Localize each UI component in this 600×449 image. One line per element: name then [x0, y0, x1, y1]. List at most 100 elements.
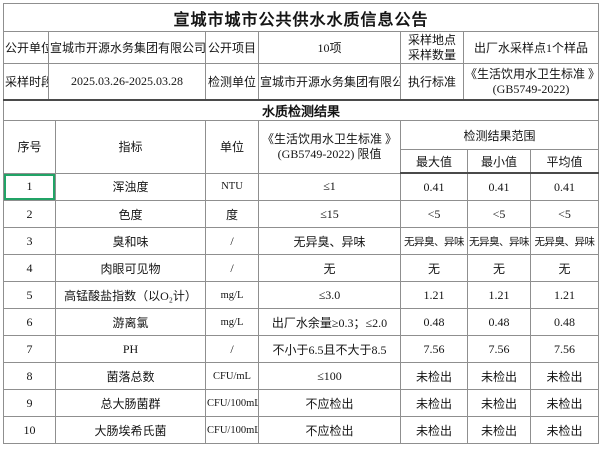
cell-max[interactable]: 7.56: [400, 335, 468, 363]
cell-sampling-period-value[interactable]: 2025.03.26-2025.03.28: [48, 63, 206, 101]
cell-unit[interactable]: CFU/100mL: [205, 389, 259, 417]
cell-min[interactable]: 0.41: [467, 172, 531, 201]
cell-sampling-point-value[interactable]: 出厂水采样点1个样品: [462, 31, 600, 64]
cell-sampling-point-label[interactable]: 采样地点 采样数量: [400, 31, 464, 64]
cell-standard-value[interactable]: 《生活饮用水卫生标准 》 (GB5749-2022): [462, 63, 600, 101]
cell-no[interactable]: 4: [3, 254, 56, 282]
cell-unit[interactable]: 度: [205, 200, 259, 228]
cell-open-item-label[interactable]: 公开项目: [205, 31, 259, 64]
cell-max[interactable]: 未检出: [400, 362, 468, 390]
cell-min[interactable]: 未检出: [467, 416, 531, 444]
info-row-1: 公开单位 宣城市开源水务集团有限公司 公开项目 10项 采样地点 采样数量 出厂…: [3, 31, 600, 64]
result-row: 7 PH / 不小于6.5且不大于8.5 7.56 7.56 7.56: [3, 335, 600, 363]
cell-no[interactable]: 5: [3, 281, 56, 309]
header-avg[interactable]: 平均值: [529, 149, 600, 174]
cell-min[interactable]: 未检出: [467, 389, 531, 417]
cell-avg[interactable]: 无: [529, 254, 600, 282]
cell-indicator[interactable]: 浑浊度: [55, 172, 206, 201]
cell-standard-label[interactable]: 执行标准: [400, 63, 464, 101]
cell-avg[interactable]: 0.41: [529, 172, 600, 201]
cell-limit[interactable]: 无异臭、异味: [258, 227, 401, 255]
cell-limit[interactable]: 不应检出: [258, 416, 401, 444]
header-indicator[interactable]: 指标: [55, 120, 206, 174]
cell-indicator[interactable]: 肉眼可见物: [55, 254, 206, 282]
result-row: 4 肉眼可见物 / 无 无 无 无: [3, 254, 600, 282]
cell-indicator[interactable]: 总大肠菌群: [55, 389, 206, 417]
cell-no[interactable]: 6: [3, 308, 56, 336]
cell-max[interactable]: 未检出: [400, 389, 468, 417]
selected-cell[interactable]: 1: [3, 172, 56, 201]
result-row: 8 菌落总数 CFU/mL ≤100 未检出 未检出 未检出: [3, 362, 600, 390]
cell-indicator[interactable]: 游离氯: [55, 308, 206, 336]
cell-unit[interactable]: mg/L: [205, 308, 259, 336]
cell-no[interactable]: 8: [3, 362, 56, 390]
cell-avg[interactable]: 未检出: [529, 389, 600, 417]
cell-unit[interactable]: /: [205, 227, 259, 255]
cell-avg[interactable]: 无异臭、异味: [529, 227, 600, 255]
cell-unit[interactable]: /: [205, 335, 259, 363]
cell-avg[interactable]: 0.48: [529, 308, 600, 336]
cell-limit[interactable]: 出厂水余量≥0.3；≤2.0: [258, 308, 401, 336]
header-max[interactable]: 最大值: [400, 149, 468, 174]
cell-limit[interactable]: ≤1: [258, 172, 401, 201]
cell-min[interactable]: 无异臭、异味: [467, 227, 531, 255]
section-title[interactable]: 水质检测结果: [2, 99, 600, 121]
cell-min[interactable]: <5: [467, 200, 531, 228]
cell-max[interactable]: 0.41: [400, 172, 468, 201]
cell-limit[interactable]: 无: [258, 254, 401, 282]
cell-indicator[interactable]: 大肠埃希氏菌: [55, 416, 206, 444]
cell-no[interactable]: 3: [3, 227, 56, 255]
cell-max[interactable]: 无: [400, 254, 468, 282]
cell-testing-unit-label[interactable]: 检测单位: [205, 63, 259, 101]
cell-no[interactable]: 2: [3, 200, 56, 228]
cell-indicator[interactable]: PH: [55, 335, 206, 363]
cell-max[interactable]: 1.21: [400, 281, 468, 309]
cell-indicator[interactable]: 臭和味: [55, 227, 206, 255]
cell-max[interactable]: 0.48: [400, 308, 468, 336]
cell-avg[interactable]: 未检出: [529, 416, 600, 444]
cell-indicator[interactable]: 色度: [55, 200, 206, 228]
cell-limit[interactable]: ≤15: [258, 200, 401, 228]
info-table: 宣城市城市公共供水水质信息公告 公开单位 宣城市开源水务集团有限公司 公开项目 …: [2, 3, 600, 121]
cell-avg[interactable]: 未检出: [529, 362, 600, 390]
cell-no[interactable]: 7: [3, 335, 56, 363]
cell-limit[interactable]: ≤3.0: [258, 281, 401, 309]
page-title[interactable]: 宣城市城市公共供水水质信息公告: [2, 3, 600, 32]
header-unit[interactable]: 单位: [205, 120, 259, 174]
cell-unit[interactable]: NTU: [205, 172, 259, 201]
cell-max[interactable]: <5: [400, 200, 468, 228]
header-min[interactable]: 最小值: [467, 149, 531, 174]
cell-limit[interactable]: 不应检出: [258, 389, 401, 417]
cell-avg[interactable]: 7.56: [529, 335, 600, 363]
cell-testing-unit-value[interactable]: 宣城市开源水务集团有限公司: [258, 63, 401, 101]
cell-open-unit-value[interactable]: 宣城市开源水务集团有限公司: [48, 31, 206, 64]
cell-min[interactable]: 无: [467, 254, 531, 282]
cell-unit[interactable]: CFU/mL: [205, 362, 259, 390]
header-limit-line1: 《生活饮用水卫生标准 》: [261, 132, 397, 147]
cell-limit[interactable]: 不小于6.5且不大于8.5: [258, 335, 401, 363]
cell-max[interactable]: 无异臭、异味: [400, 227, 468, 255]
cell-no[interactable]: 10: [3, 416, 56, 444]
header-limit[interactable]: 《生活饮用水卫生标准 》 (GB5749-2022) 限值: [258, 120, 401, 174]
cell-open-unit-label[interactable]: 公开单位: [3, 31, 49, 64]
cell-unit[interactable]: /: [205, 254, 259, 282]
cell-unit[interactable]: mg/L: [205, 281, 259, 309]
cell-open-item-value[interactable]: 10项: [258, 31, 401, 64]
header-limit-line2: (GB5749-2022) 限值: [277, 146, 382, 161]
cell-min[interactable]: 0.48: [467, 308, 531, 336]
cell-max[interactable]: 未检出: [400, 416, 468, 444]
cell-sampling-period-label[interactable]: 采样时段: [3, 63, 49, 101]
cell-min[interactable]: 未检出: [467, 362, 531, 390]
header-range-group[interactable]: 检测结果范围: [399, 120, 600, 150]
cell-avg[interactable]: 1.21: [529, 281, 600, 309]
cell-min[interactable]: 1.21: [467, 281, 531, 309]
result-row: 6 游离氯 mg/L 出厂水余量≥0.3；≤2.0 0.48 0.48 0.48: [3, 308, 600, 336]
cell-unit[interactable]: CFU/100mL: [205, 416, 259, 444]
cell-avg[interactable]: <5: [529, 200, 600, 228]
cell-indicator[interactable]: 高锰酸盐指数（以O₂计）: [55, 281, 206, 309]
cell-limit[interactable]: ≤100: [258, 362, 401, 390]
cell-indicator[interactable]: 菌落总数: [55, 362, 206, 390]
cell-no[interactable]: 9: [3, 389, 56, 417]
header-no[interactable]: 序号: [3, 120, 56, 174]
cell-min[interactable]: 7.56: [467, 335, 531, 363]
